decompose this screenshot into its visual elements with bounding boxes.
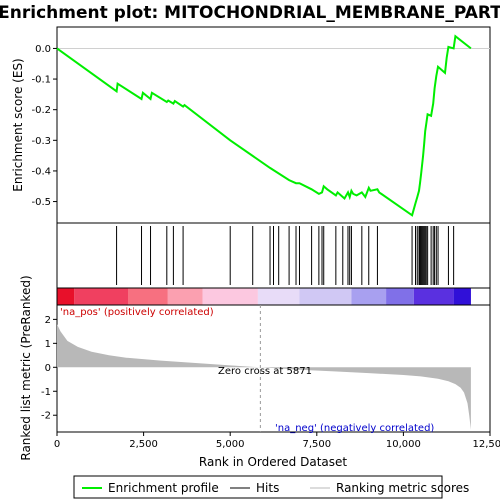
x-axis-ticks: 0 2,500 5,000 7,500 10,000 12,500 — [54, 432, 500, 450]
x-tick-label: 10,000 — [386, 439, 421, 450]
legend-entry-label: Ranking metric scores — [336, 481, 469, 495]
heatmap-segment — [257, 288, 300, 305]
es-y-tick-label: -0.4 — [31, 166, 51, 177]
heatmap-segment — [57, 288, 75, 305]
heatmap-segment — [128, 288, 168, 305]
legend-entry-label: Hits — [256, 481, 279, 495]
heatmap-segment — [167, 288, 203, 305]
es-y-axis-label: Enrichment score (ES) — [11, 58, 25, 191]
metric-y-tick-label: 1 — [45, 339, 51, 350]
metric-y-ticks: 2 1 0 -1 -2 — [41, 315, 57, 422]
legend: Enrichment profile Hits Ranking metric sco… — [73, 475, 469, 499]
metric-y-tick-label: 2 — [45, 315, 51, 326]
x-tick-label: 0 — [54, 439, 60, 450]
x-tick-label: 5,000 — [216, 439, 245, 450]
heatmap-segment — [453, 288, 471, 305]
es-panel-frame — [56, 26, 491, 224]
es-y-ticks: 0.0 -0.1 -0.2 -0.3 -0.4 -0.5 — [31, 44, 57, 208]
chart-title: Enrichment plot: MITOCHONDRIAL_MEMBRANE_… — [0, 3, 500, 23]
metric-y-tick-label: -1 — [41, 387, 51, 398]
metric-y-axis-label: Ranked list metric (PreRanked) — [19, 275, 33, 460]
legend-frame — [73, 475, 443, 499]
es-y-tick-label: -0.3 — [31, 136, 51, 147]
es-y-tick-label: 0.0 — [35, 44, 51, 55]
heatmap-segment — [202, 288, 258, 305]
metric-y-tick-label: -2 — [41, 411, 51, 422]
heatmap-segment — [74, 288, 129, 305]
ranking-heatmap-bar — [56, 287, 491, 306]
es-y-tick-label: -0.2 — [31, 105, 51, 116]
zero-cross-label: Zero cross at 5871 — [218, 366, 312, 377]
positive-correlation-label: 'na_pos' (positively correlated) — [60, 307, 214, 318]
x-tick-label: 12,500 — [473, 439, 500, 450]
enrichment-profile-line — [56, 34, 472, 217]
heatmap-segment — [386, 288, 414, 305]
heatmap-segment — [351, 288, 387, 305]
heatmap-segment — [299, 288, 352, 305]
es-y-tick-label: -0.1 — [31, 75, 51, 86]
legend-entry-label: Enrichment profile — [108, 481, 219, 495]
x-tick-label: 2,500 — [129, 439, 158, 450]
hits-panel — [56, 222, 491, 289]
es-y-tick-label: -0.5 — [31, 197, 51, 208]
metric-y-tick-label: 0 — [45, 363, 51, 374]
negative-correlation-label: 'na_neg' (negatively correlated) — [275, 423, 434, 434]
hit-marks — [116, 226, 455, 285]
metric-panel: 2 1 0 -1 -2 'na_pos' (positively correlated)… — [19, 275, 491, 461]
heatmap-segment — [413, 288, 454, 305]
es-panel: 0.0 -0.1 -0.2 -0.3 -0.4 -0.5 Enrichment score… — [11, 26, 491, 224]
x-tick-label: 7,500 — [302, 439, 331, 450]
x-axis-label: Rank in Ordered Dataset — [199, 455, 347, 469]
